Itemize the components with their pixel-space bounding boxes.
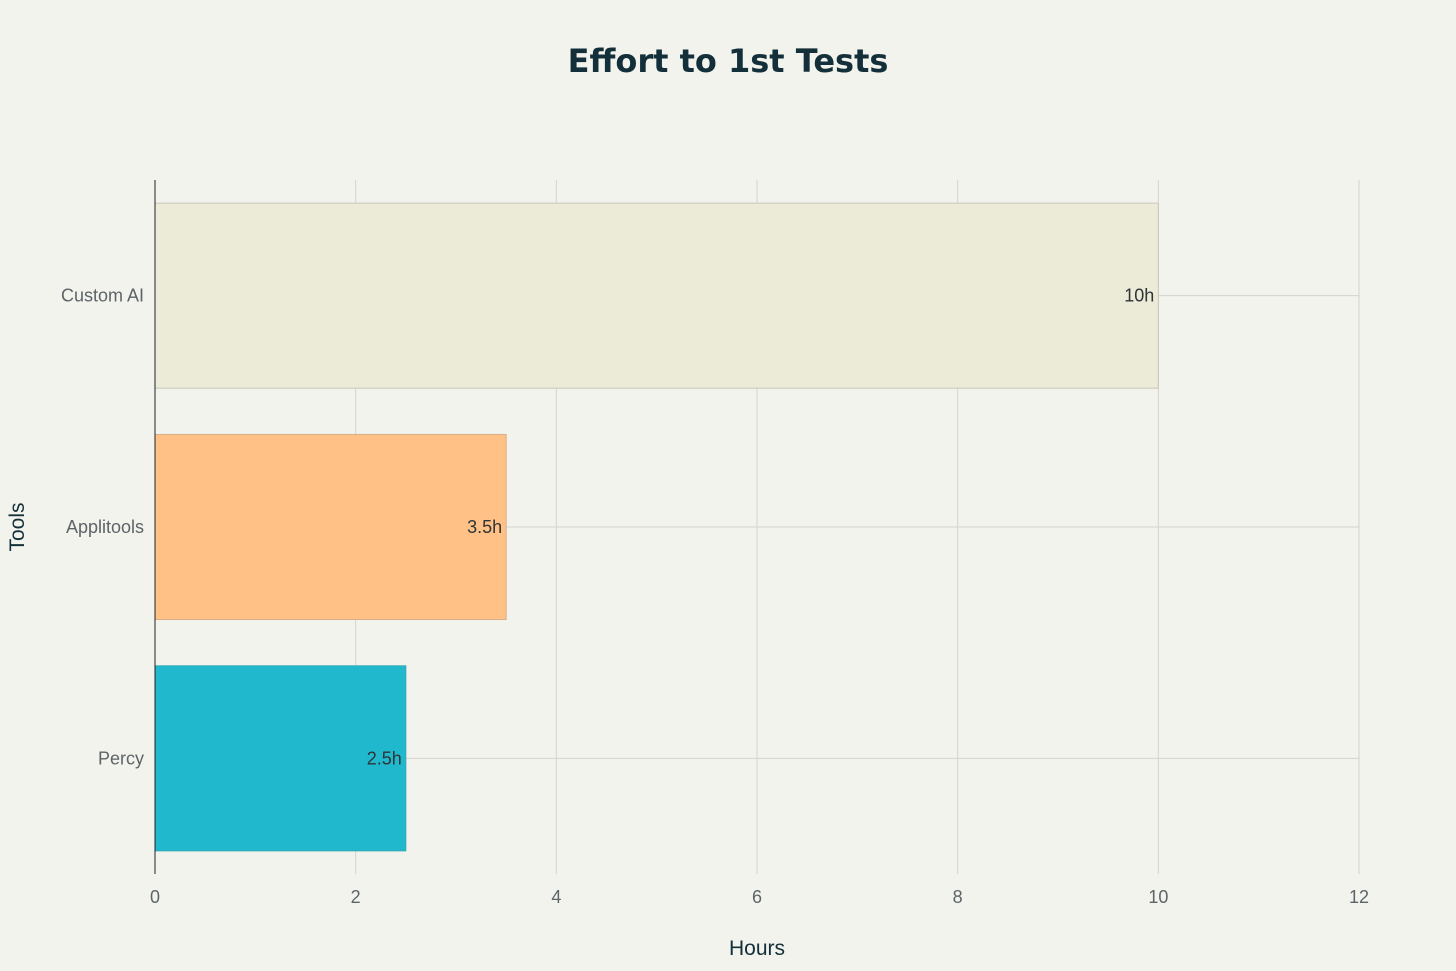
x-tick-label: 8 [953, 887, 963, 907]
bars [154, 202, 1159, 852]
x-tick-label: 6 [752, 887, 762, 907]
data-label: 10h [1124, 286, 1154, 306]
x-axis-label: Hours [729, 937, 785, 960]
x-tick-label: 10 [1148, 887, 1168, 907]
y-axis-label: Tools [6, 502, 29, 551]
chart-title: Effort to 1st Tests [568, 42, 889, 80]
x-tick-label: 4 [551, 887, 561, 907]
y-tick-label: Applitools [66, 517, 144, 537]
y-tick-label: Percy [98, 748, 144, 768]
labels: 0 2 4 6 8 10 12 Custom AI Applitools Percy 10h 3.5h… [61, 286, 1369, 907]
bar-custom-ai [154, 202, 1159, 389]
x-tick-label: 2 [351, 887, 361, 907]
y-tick-label: Custom AI [61, 286, 144, 306]
data-label: 2.5h [367, 748, 402, 768]
data-label: 3.5h [467, 517, 502, 537]
x-tick-label: 0 [150, 887, 160, 907]
bar-percy [154, 665, 407, 852]
bar-applitools [154, 433, 507, 621]
x-tick-label: 12 [1349, 887, 1369, 907]
